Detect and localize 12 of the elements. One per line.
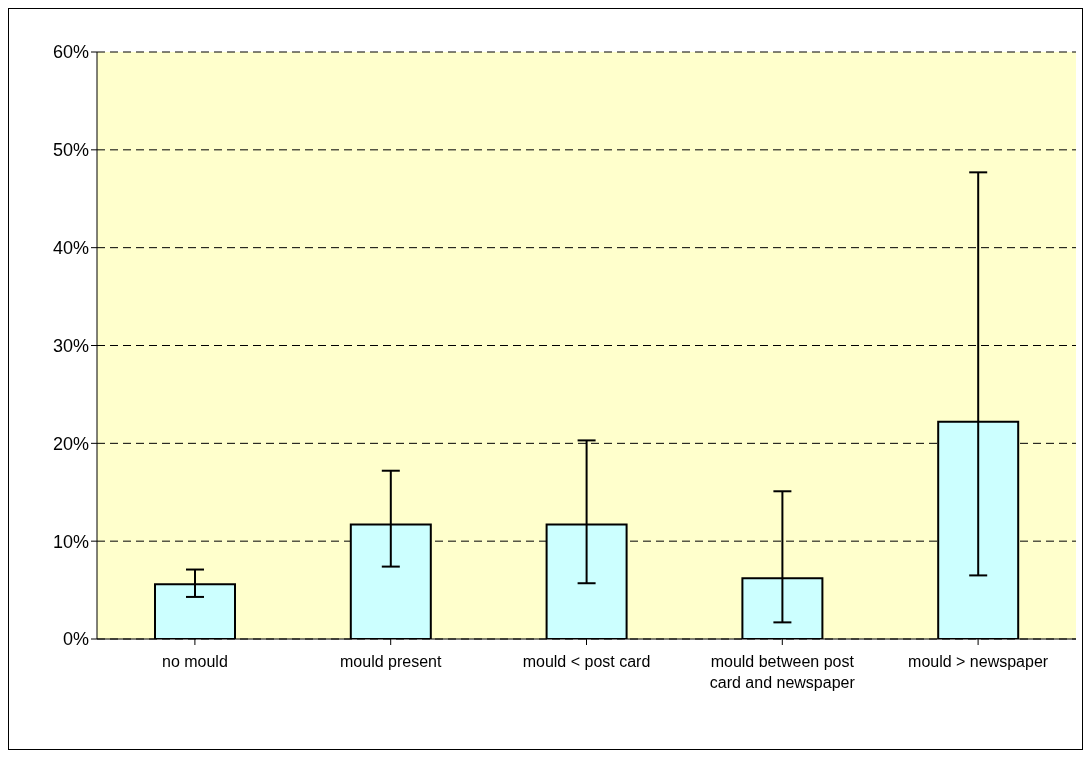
y-tick-label: 0% [62, 629, 89, 650]
y-tick-label: 30% [52, 335, 89, 356]
y-tick-label: 50% [52, 140, 89, 161]
x-tick-label: mould > newspaper [908, 653, 1049, 670]
x-tick-label: mould present [340, 653, 442, 670]
x-tick-label: no mould [161, 653, 228, 670]
y-tick-label: 20% [52, 433, 89, 454]
y-tick-label: 40% [52, 238, 89, 259]
y-tick-label: 60% [52, 42, 89, 63]
x-tick-label: mould between post card and newspaper [709, 653, 856, 691]
y-tick-label: 10% [52, 531, 89, 552]
x-tick-label: mould < post card [522, 653, 651, 670]
